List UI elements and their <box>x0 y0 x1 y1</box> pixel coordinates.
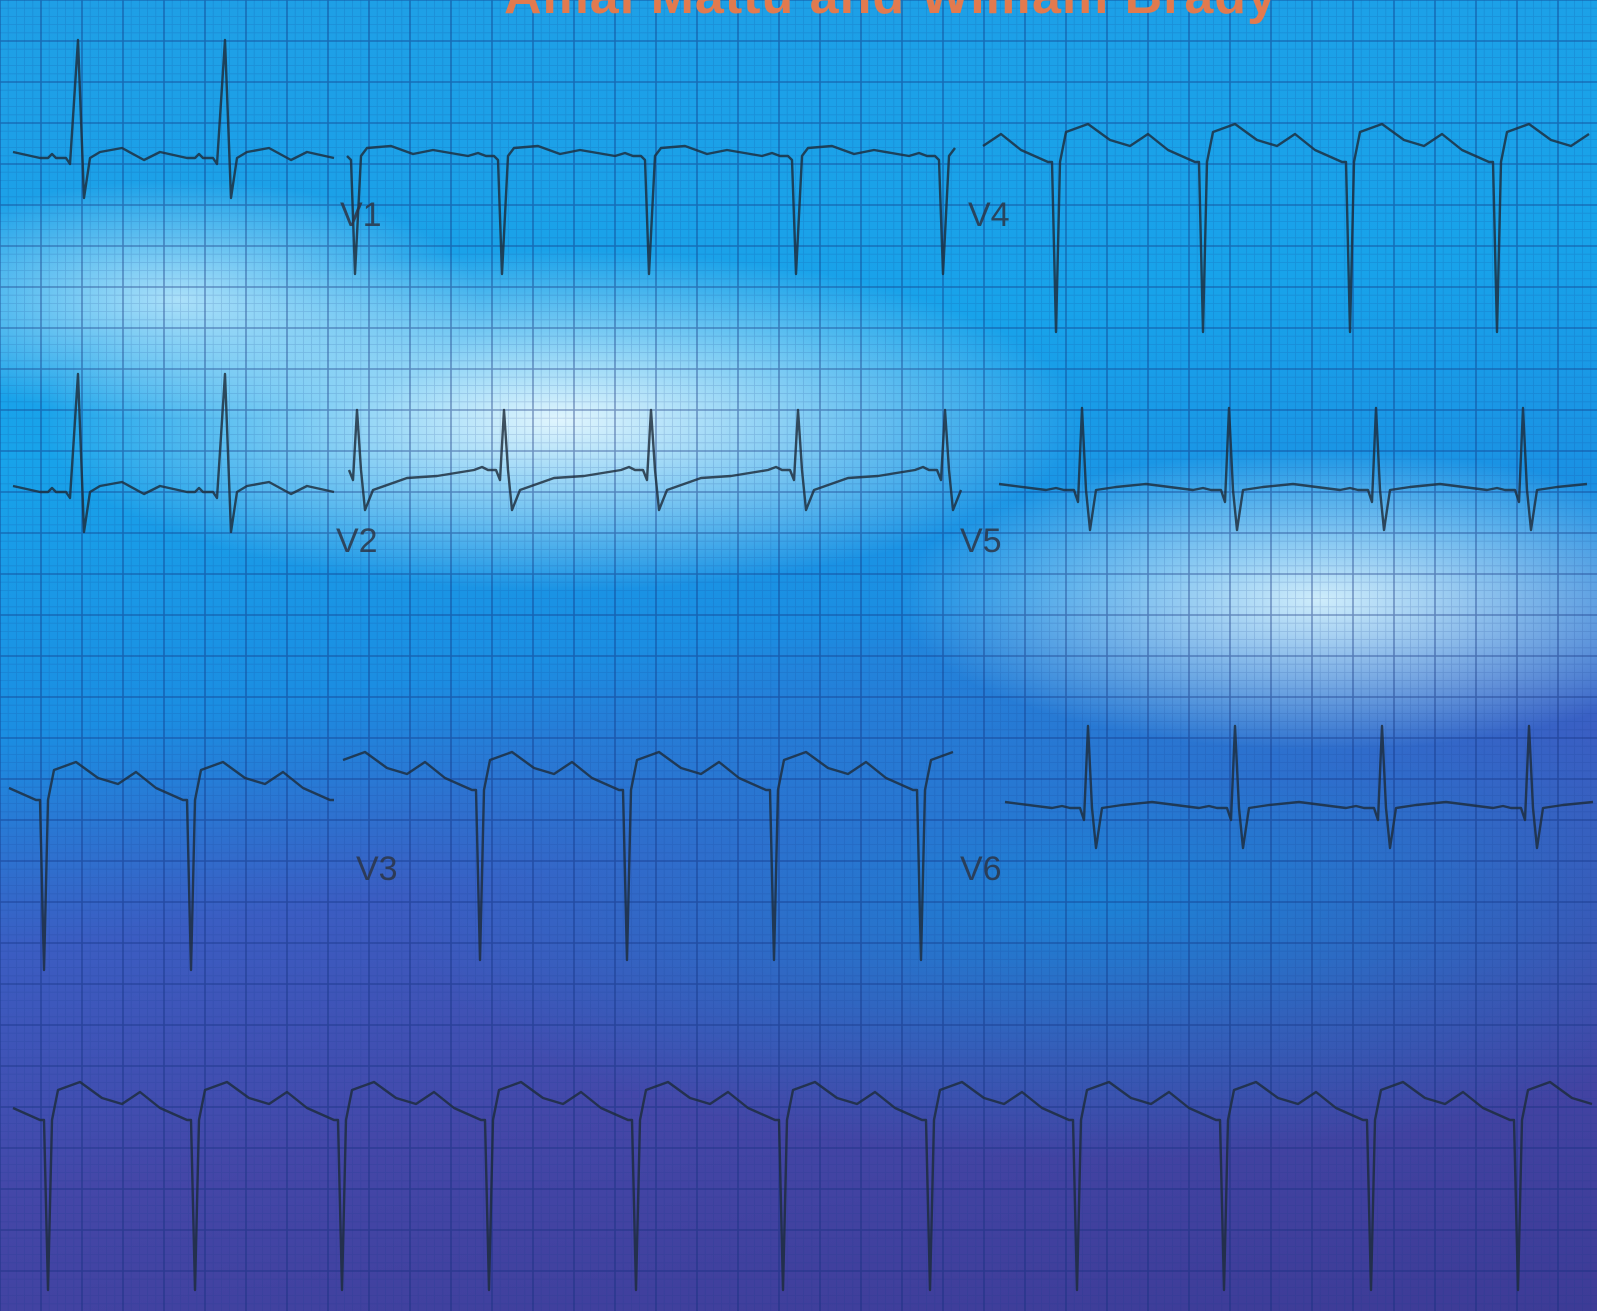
lead-label-v4: V4 <box>968 196 1010 234</box>
lead-label-v5: V5 <box>960 522 1002 560</box>
trace-row3-v6 <box>1004 724 1594 850</box>
trace-row2-lead2 <box>12 372 335 534</box>
lead-label-v6: V6 <box>960 850 1002 888</box>
trace-row2-v5 <box>998 406 1588 532</box>
author-line: Amal Mattu and William Brady <box>0 0 1597 26</box>
trace-row1-v4 <box>982 122 1590 334</box>
trace-row1-v1 <box>346 144 956 276</box>
lead-label-v3: V3 <box>356 850 398 888</box>
trace-row1-lead1 <box>12 38 335 200</box>
author-names: Amal Mattu and William Brady <box>504 0 1277 25</box>
trace-row2-v2 <box>347 408 963 512</box>
lead-label-v1: V1 <box>340 196 382 234</box>
trace-row3-lead3 <box>8 760 334 972</box>
trace-row3-v3 <box>342 750 954 962</box>
trace-rhythm-strip <box>12 1080 1593 1292</box>
lead-label-v2: V2 <box>336 522 378 560</box>
